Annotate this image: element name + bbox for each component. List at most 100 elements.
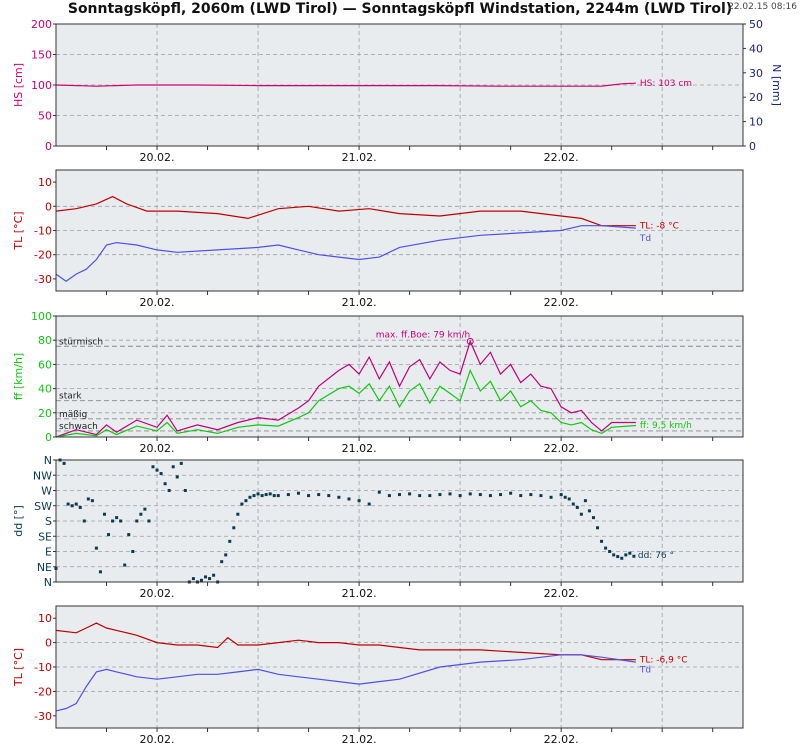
data-point [367, 502, 371, 506]
x-tick-label: 21.02. [342, 733, 377, 746]
y-tick-label: 10 [38, 176, 52, 189]
x-tick-label: 20.02. [140, 296, 175, 309]
y-axis-label: dd [°] [12, 505, 25, 537]
data-point [296, 491, 300, 495]
data-point [264, 493, 268, 497]
data-point [596, 526, 600, 530]
data-point [252, 494, 256, 498]
end-label: dd: 76 ° [638, 551, 674, 561]
data-point [179, 461, 183, 465]
y-tick-label: -30 [34, 710, 52, 723]
x-tick-label: 22.02. [544, 151, 579, 164]
panel-temp2: -30 -20 -10 0 10 20.02. 21.02. 22.02. TL: -6,9 °… [12, 605, 744, 746]
data-point [191, 577, 195, 581]
data-point [509, 491, 513, 495]
timestamp: 22.02.15 08:16 [728, 2, 797, 12]
data-point [583, 499, 587, 503]
panel-snow: 0 50 100 150 200 20.02. 21.02. 22.02. 0 10 20 30 40 5… [12, 18, 783, 164]
end-label: TL: -8 °C [639, 222, 679, 232]
x-tick-label: 21.02. [342, 151, 377, 164]
series-line-TL [55, 622, 636, 661]
x-tick-label: 20.02. [140, 587, 175, 600]
data-point [612, 553, 616, 557]
data-point [276, 494, 280, 498]
data-point [587, 509, 591, 513]
y-tick-label: S [45, 515, 52, 528]
series-line-Td [55, 654, 636, 712]
data-point [86, 497, 90, 501]
data-point [119, 519, 123, 523]
threshold-label: schwach [59, 422, 98, 432]
y-axis-label: HS [cm] [12, 63, 25, 107]
plot-frame [55, 605, 744, 729]
data-point [260, 494, 264, 498]
data-point [418, 494, 422, 498]
series-line-TL [55, 195, 636, 227]
threshold-label: mäßig [59, 410, 87, 420]
y-tick-label: -30 [34, 273, 52, 286]
series-line-HS [55, 82, 636, 87]
data-point [377, 490, 381, 494]
end-label: TL: -6,9 °C [639, 655, 688, 665]
data-point [228, 539, 232, 543]
data-point [212, 573, 216, 577]
data-point [519, 494, 523, 498]
series-line-ff.Boe [55, 339, 636, 438]
y-tick-label: 80 [38, 334, 52, 347]
data-point [256, 492, 260, 496]
data-point [579, 512, 583, 516]
end-label: ff: 9,5 km/h [640, 421, 692, 431]
data-point [240, 502, 244, 506]
data-point [337, 495, 341, 499]
data-point [408, 492, 412, 496]
plot-area [56, 316, 743, 437]
plot-frame [55, 23, 744, 147]
data-point [571, 502, 575, 506]
data-point [115, 516, 119, 520]
y-tick-label: 0 [45, 637, 52, 650]
y2-tick-label: 40 [749, 42, 763, 55]
y-tick-label: 20 [38, 407, 52, 420]
data-point [608, 550, 612, 553]
data-point [468, 492, 472, 496]
data-point [539, 494, 543, 498]
plot-frame [55, 315, 744, 438]
y2-tick-label: 10 [749, 116, 763, 129]
data-point [66, 502, 70, 506]
y-tick-label: NE [37, 561, 52, 574]
data-point [327, 494, 331, 498]
y-tick-label: -20 [34, 249, 52, 262]
data-point [591, 516, 595, 520]
data-point [244, 499, 248, 503]
y-tick-label: E [45, 546, 52, 559]
data-point [624, 553, 628, 557]
data-point [155, 468, 159, 472]
data-point [147, 519, 151, 523]
data-point [70, 504, 74, 508]
y-tick-label: 50 [38, 110, 52, 123]
data-point [111, 519, 115, 523]
x-tick-label: 21.02. [342, 442, 377, 455]
y-tick-label: SE [38, 530, 52, 543]
data-point [398, 493, 401, 497]
y-tick-label: 200 [31, 18, 52, 31]
data-point [94, 546, 98, 550]
data-point [139, 512, 143, 516]
data-point [236, 512, 240, 516]
data-point [183, 489, 187, 492]
data-point [563, 495, 567, 499]
data-point [488, 494, 492, 498]
y-tick-label: 10 [38, 612, 52, 625]
data-point [78, 505, 82, 509]
y-tick-label: 60 [38, 358, 52, 371]
data-point [549, 495, 553, 499]
x-tick-label: 22.02. [544, 296, 579, 309]
data-point [268, 492, 272, 496]
data-point [620, 556, 624, 560]
chart-title: Sonntagsköpfl, 2060m (LWD Tirol) — Sonnt… [67, 1, 733, 17]
y-tick-label: 0 [45, 431, 52, 444]
data-point [175, 475, 179, 479]
data-point [559, 493, 563, 497]
data-point [98, 570, 102, 574]
y-tick-label: NW [33, 469, 52, 482]
